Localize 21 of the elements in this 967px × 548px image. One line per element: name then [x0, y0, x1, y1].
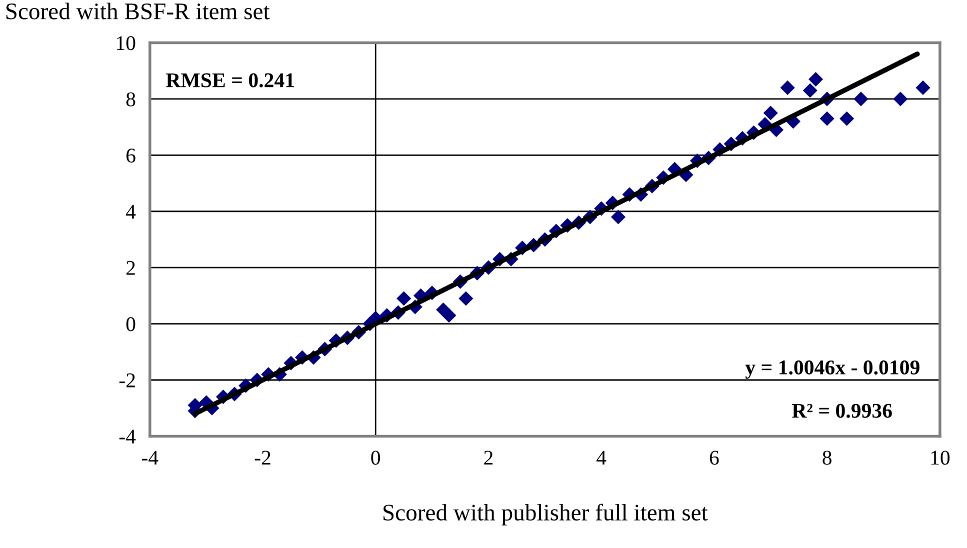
y-tick-label: 8: [126, 92, 136, 106]
x-tick-label: 0: [371, 450, 380, 465]
y-tick-label: 2: [126, 261, 135, 275]
x-tick-label: 10: [931, 450, 950, 465]
x-tick-label: 2: [484, 450, 493, 465]
annotation: RMSE = 0.241: [166, 73, 294, 88]
y-tick-label: 0: [126, 317, 136, 332]
y-tick-label: 10: [116, 36, 136, 50]
y-tick-label: 4: [126, 204, 136, 219]
y-tick-label: -2: [119, 373, 135, 388]
x-tick-label: 4: [596, 450, 606, 465]
annotation: R² = 0.9936: [792, 404, 892, 418]
y-tick-label: 6: [126, 148, 136, 163]
y-axis-title: Scored with BSF-R item set: [6, 2, 270, 20]
x-tick-label: -4: [142, 450, 158, 465]
x-tick-label: 6: [710, 450, 719, 465]
y-tick-label: -4: [119, 430, 136, 444]
annotation: y = 1.0046x - 0.0109: [745, 360, 920, 379]
x-axis-title: Scored with publisher full item set: [384, 504, 708, 526]
x-tick-label: -2: [254, 450, 270, 465]
x-tick-label: 8: [822, 450, 832, 465]
